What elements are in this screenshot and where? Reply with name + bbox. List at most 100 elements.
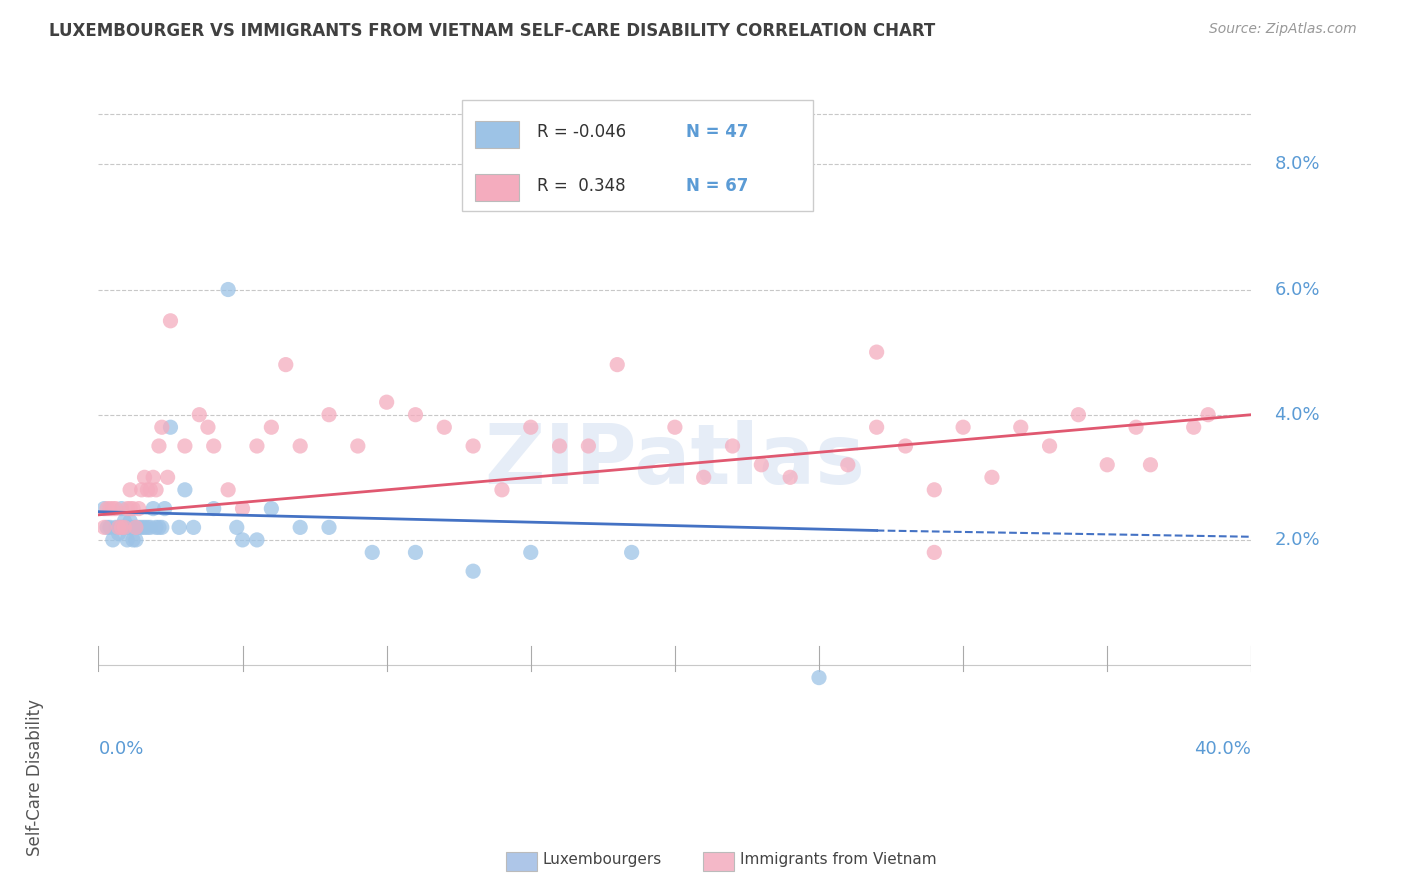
Point [922, 483, 945, 497]
Point [188, 408, 211, 422]
Point [110, 520, 132, 534]
Point [461, 564, 484, 578]
Text: Self-Care Disability: Self-Care Disability [25, 699, 44, 856]
Point [981, 470, 1004, 484]
Point [148, 439, 170, 453]
Point [136, 483, 159, 497]
Point [125, 533, 148, 547]
Point [1197, 408, 1219, 422]
Point [107, 526, 129, 541]
Point [142, 470, 165, 484]
Point [1097, 458, 1119, 472]
Point [153, 501, 176, 516]
Point [101, 533, 124, 547]
FancyBboxPatch shape [461, 100, 813, 211]
Point [183, 520, 205, 534]
Point [225, 520, 247, 534]
Point [107, 520, 129, 534]
Point [136, 520, 159, 534]
Point [260, 501, 283, 516]
Point [120, 520, 142, 534]
Point [120, 514, 142, 528]
Point [693, 470, 716, 484]
Point [96, 501, 118, 516]
Point [290, 439, 312, 453]
Point [260, 420, 283, 434]
Point [231, 501, 254, 516]
Text: R = -0.046: R = -0.046 [537, 123, 626, 141]
Point [620, 545, 643, 559]
Point [122, 533, 145, 547]
Point [117, 501, 138, 516]
Point [290, 520, 312, 534]
Point [807, 671, 830, 685]
Point [721, 439, 744, 453]
Point [122, 501, 145, 516]
Point [202, 501, 225, 516]
Point [110, 520, 132, 534]
Text: 0.0%: 0.0% [98, 740, 143, 758]
Point [145, 520, 167, 534]
Point [894, 439, 917, 453]
Point [174, 439, 197, 453]
Point [1182, 420, 1205, 434]
Point [128, 501, 150, 516]
Point [318, 408, 340, 422]
Point [122, 520, 145, 534]
Text: 2.0%: 2.0% [1274, 531, 1320, 549]
Point [578, 439, 600, 453]
FancyBboxPatch shape [475, 120, 519, 148]
Point [779, 470, 801, 484]
Point [461, 439, 484, 453]
Point [1010, 420, 1032, 434]
Point [866, 420, 889, 434]
Point [837, 458, 859, 472]
Text: R =  0.348: R = 0.348 [537, 177, 626, 194]
Point [174, 483, 197, 497]
Text: 6.0%: 6.0% [1274, 280, 1320, 299]
Point [134, 520, 156, 534]
Point [361, 545, 384, 559]
Point [405, 545, 427, 559]
Point [93, 501, 115, 516]
Point [606, 169, 628, 184]
Point [246, 533, 269, 547]
Point [1067, 408, 1090, 422]
Point [98, 501, 121, 516]
Point [433, 420, 456, 434]
Point [159, 314, 181, 328]
Point [107, 520, 129, 534]
Point [125, 520, 148, 534]
Point [101, 501, 124, 516]
Text: N = 67: N = 67 [686, 177, 749, 194]
Point [318, 520, 340, 534]
FancyBboxPatch shape [475, 174, 519, 202]
Point [112, 514, 135, 528]
Point [751, 458, 773, 472]
Point [866, 345, 889, 359]
Point [548, 439, 571, 453]
Point [110, 501, 132, 516]
Point [520, 545, 543, 559]
Point [405, 408, 427, 422]
Point [217, 483, 239, 497]
Point [131, 483, 153, 497]
Point [120, 501, 142, 516]
Point [112, 520, 135, 534]
Point [104, 501, 127, 516]
Point [922, 545, 945, 559]
Point [134, 470, 156, 484]
Text: Luxembourgers: Luxembourgers [543, 853, 662, 867]
Text: LUXEMBOURGER VS IMMIGRANTS FROM VIETNAM SELF-CARE DISABILITY CORRELATION CHART: LUXEMBOURGER VS IMMIGRANTS FROM VIETNAM … [49, 22, 935, 40]
Point [139, 520, 162, 534]
Point [606, 358, 628, 372]
Point [491, 483, 513, 497]
Point [197, 420, 219, 434]
Point [1125, 420, 1147, 434]
Point [93, 520, 115, 534]
Text: 8.0%: 8.0% [1274, 155, 1320, 173]
Point [375, 395, 398, 409]
Point [148, 520, 170, 534]
Point [246, 439, 269, 453]
Point [231, 533, 254, 547]
